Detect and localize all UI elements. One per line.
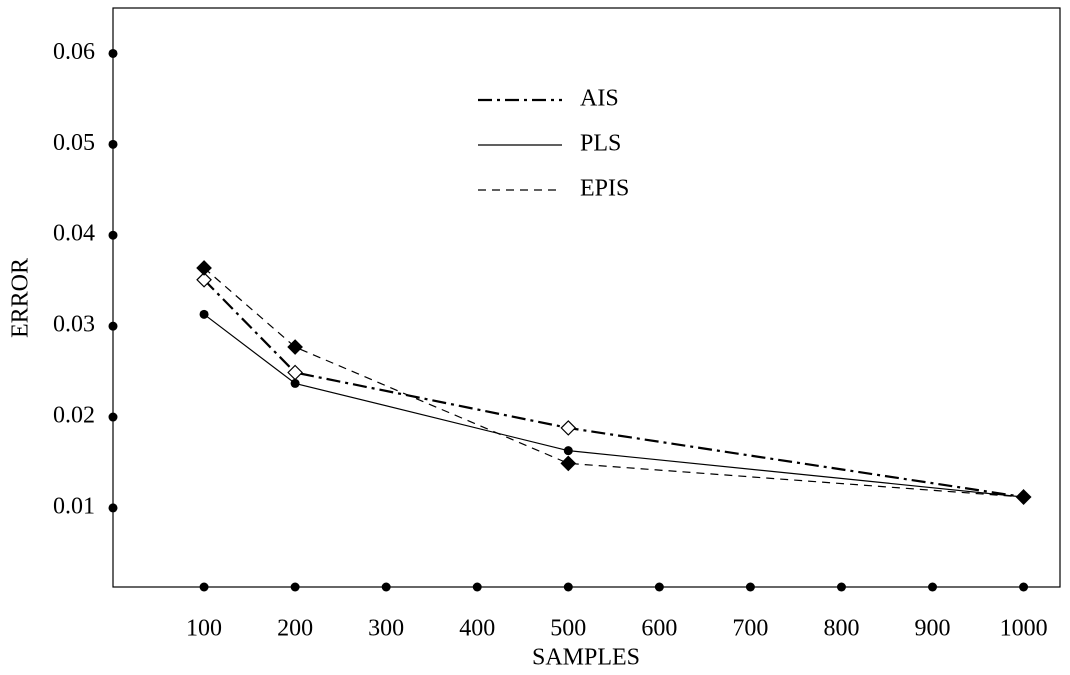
x-tick-label: 800 bbox=[823, 616, 859, 642]
marker bbox=[196, 260, 212, 276]
marker bbox=[563, 446, 573, 456]
x-tick-dot bbox=[290, 582, 300, 592]
x-tick-dot bbox=[928, 582, 938, 592]
y-axis-label: ERROR bbox=[8, 258, 34, 338]
y-tick-label: 0.01 bbox=[53, 493, 95, 519]
marker bbox=[290, 378, 300, 388]
x-tick-dot bbox=[836, 582, 846, 592]
marker bbox=[287, 364, 303, 381]
x-tick-label: 200 bbox=[277, 616, 313, 642]
y-tick-label: 0.05 bbox=[53, 130, 95, 156]
x-tick-dot bbox=[1019, 582, 1029, 592]
y-tick-dot bbox=[108, 321, 118, 331]
series-line bbox=[203, 313, 1024, 498]
x-tick-dot bbox=[381, 582, 391, 592]
x-tick-dot bbox=[745, 582, 755, 592]
legend-label: EPIS bbox=[580, 176, 629, 202]
y-tick-dot bbox=[108, 503, 118, 513]
y-tick-dot bbox=[108, 412, 118, 422]
x-tick-label: 400 bbox=[459, 616, 495, 642]
y-tick-label: 0.04 bbox=[53, 221, 95, 247]
marker bbox=[196, 271, 212, 288]
x-axis-label: SAMPLES bbox=[532, 645, 640, 671]
x-tick-label: 700 bbox=[732, 616, 768, 642]
marker bbox=[560, 455, 577, 472]
x-tick-label: 100 bbox=[186, 616, 222, 642]
x-tick-dot bbox=[563, 582, 573, 592]
marker bbox=[560, 420, 577, 436]
x-tick-dot bbox=[654, 582, 664, 592]
x-tick-label: 600 bbox=[641, 616, 677, 642]
legend-label: AIS bbox=[580, 86, 619, 112]
x-tick-label: 900 bbox=[915, 616, 951, 642]
x-tick-label: 1000 bbox=[1000, 616, 1048, 642]
y-tick-label: 0.06 bbox=[53, 39, 95, 65]
series-line bbox=[203, 267, 1024, 498]
x-tick-dot bbox=[199, 582, 209, 592]
x-tick-label: 500 bbox=[550, 616, 586, 642]
x-tick-dot bbox=[472, 582, 482, 592]
y-tick-dot bbox=[108, 139, 118, 149]
y-tick-label: 0.02 bbox=[53, 403, 95, 429]
legend-label: PLS bbox=[580, 131, 621, 157]
y-tick-label: 0.03 bbox=[53, 312, 95, 338]
x-tick-label: 300 bbox=[368, 616, 404, 642]
series-line bbox=[203, 279, 1024, 499]
plot-frame bbox=[112, 7, 1061, 588]
y-tick-dot bbox=[108, 230, 118, 240]
marker bbox=[287, 339, 303, 355]
marker bbox=[199, 309, 209, 319]
y-tick-dot bbox=[108, 48, 118, 58]
marker bbox=[1015, 489, 1032, 505]
